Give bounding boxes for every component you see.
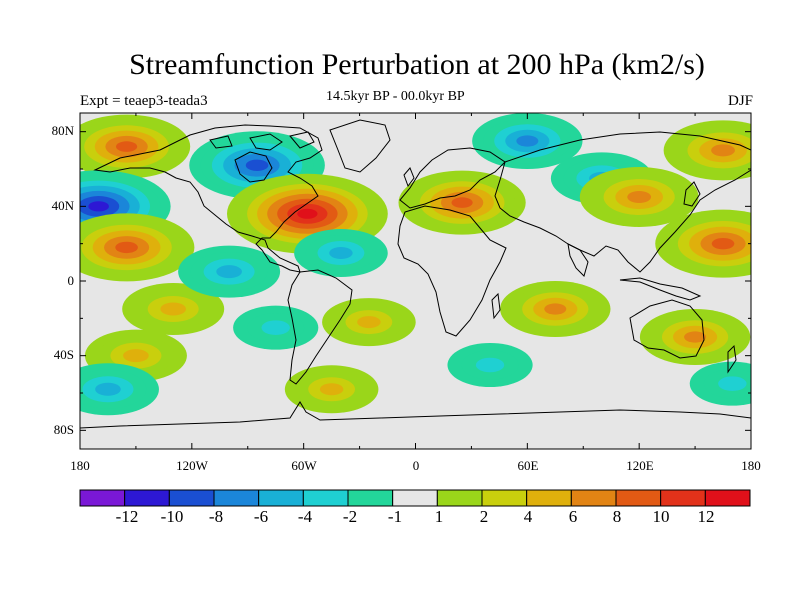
contour-cell: [357, 316, 381, 329]
colorbar-swatch: [392, 489, 438, 507]
colorbar-label: 4: [523, 507, 533, 526]
season-label: DJF: [727, 93, 753, 109]
coast-britain: [403, 167, 415, 188]
contour-cell: [123, 349, 149, 363]
colorbar-swatch: [704, 489, 751, 507]
contour-cell: [88, 201, 109, 212]
lon-label-120w: 120W: [176, 458, 208, 473]
coast-india: [567, 243, 589, 277]
contour-cell: [516, 135, 539, 147]
colorbar-swatch: [570, 489, 617, 507]
colorbar-label: 8: [612, 507, 622, 526]
contour-cell: [627, 191, 652, 203]
contour-cell: [115, 141, 138, 152]
coast-indonesia: [619, 277, 702, 301]
contour-cell: [475, 357, 505, 373]
coast-greenland: [329, 119, 391, 173]
contour-cell: [245, 159, 269, 171]
coastlines: [80, 119, 751, 429]
lon-label-60e: 60E: [517, 458, 539, 473]
colorbar-label: -8: [208, 507, 224, 526]
lat-label-40n: 40N: [51, 198, 74, 213]
coast-africa: [397, 205, 507, 337]
colorbar-swatch: [436, 489, 483, 507]
contour-cell: [711, 144, 735, 157]
coast-hudson-bay: [234, 151, 273, 183]
colorbar-label: 2: [479, 507, 489, 526]
colorbar-swatch: [124, 489, 170, 507]
colorbar: [79, 489, 751, 507]
contour-cell: [297, 208, 318, 219]
colorbar-swatch: [660, 489, 706, 507]
chart-subtitle: 14.5kyr BP - 00.0kyr BP: [326, 89, 465, 104]
experiment-label: Expt = teaep3-teada3: [80, 93, 208, 109]
contour-cell: [329, 247, 353, 259]
colorbar-swatch: [615, 489, 662, 507]
contour-cell: [451, 197, 473, 208]
colorbar-label: -10: [160, 507, 184, 526]
chart-title: Streamfunction Perturbation at 200 hPa (…: [129, 48, 705, 81]
lon-label-180w: 180: [70, 458, 90, 473]
colorbar-label: -1: [387, 507, 403, 526]
lon-label-120e: 120E: [626, 458, 654, 473]
lat-label-80s: 80S: [53, 422, 74, 437]
contour-cell: [95, 382, 121, 396]
lat-label-0: 0: [67, 273, 75, 288]
colorbar-swatch: [526, 489, 572, 507]
colorbar-swatch: [302, 489, 349, 507]
contour-fill-layer: [80, 113, 751, 416]
colorbar-label: -4: [297, 507, 313, 526]
contour-cell: [684, 331, 707, 343]
coast-north-america: [93, 124, 323, 273]
contour-cell: [216, 265, 242, 279]
colorbar-swatch: [213, 489, 260, 507]
coast-japan: [683, 181, 701, 207]
coast-europe: [399, 147, 506, 209]
colorbar-label: 12: [697, 507, 715, 526]
contour-cell: [261, 320, 290, 335]
colorbar-label: -12: [115, 507, 139, 526]
colorbar-swatch: [168, 489, 215, 507]
colorbar-swatch: [79, 489, 126, 507]
axis-ticks: [79, 113, 752, 449]
colorbar-label: 10: [652, 507, 670, 526]
coast-new-zealand: [727, 344, 737, 374]
coast-australia: [629, 299, 705, 359]
coast-south-america: [287, 269, 353, 385]
contour-cell: [718, 376, 747, 391]
coast-asia: [494, 131, 751, 273]
lon-label-0: 0: [412, 458, 420, 473]
colorbar-label: -6: [253, 507, 269, 526]
lat-label-40s: 40S: [53, 347, 74, 362]
coast-antarctica: [80, 401, 751, 429]
lat-label-80n: 80N: [51, 123, 74, 138]
colorbar-swatch: [258, 489, 304, 507]
lon-label-180e: 180: [741, 458, 761, 473]
lon-label-60w: 60W: [291, 458, 317, 473]
coast-arctic-islands: [209, 131, 315, 151]
colorbar-label: -2: [342, 507, 358, 526]
colorbar-label: 6: [568, 507, 578, 526]
colorbar-label: 1: [434, 507, 444, 526]
contour-cell: [160, 302, 186, 316]
coast-madagascar: [491, 292, 501, 320]
contour-cell: [115, 241, 138, 254]
colorbar-swatch: [347, 489, 394, 507]
colorbar-swatch: [481, 489, 528, 507]
contour-cell: [319, 383, 344, 396]
contour-cell: [711, 237, 735, 250]
contour-cell: [544, 303, 567, 315]
